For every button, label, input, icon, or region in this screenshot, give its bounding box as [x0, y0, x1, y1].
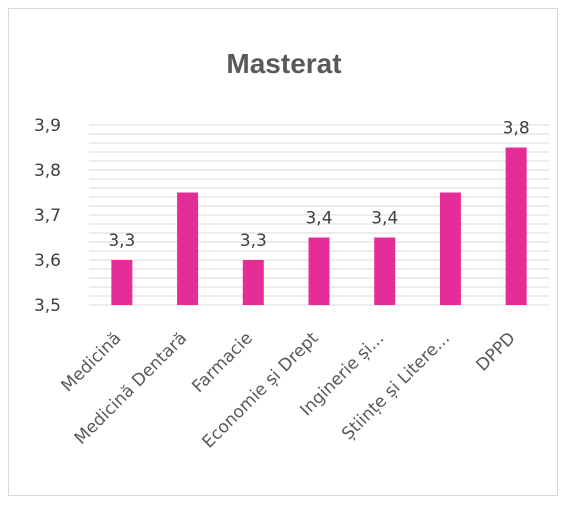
bar	[177, 192, 199, 305]
bar	[308, 237, 330, 305]
y-axis-labels: 3,5 3,6 3,7 3,8 3,9	[34, 116, 61, 316]
y-tick-label: 3,9	[34, 116, 61, 136]
chart-frame: Masterat 3,5 3,6 3,7 3,8 3,9 3,3 3,3 3,4 3,4 3,8…	[8, 8, 558, 496]
bar-data-label: 3,4	[305, 209, 332, 229]
bar	[439, 192, 461, 305]
bar	[505, 147, 527, 305]
bar-data-label: 3,3	[240, 231, 267, 251]
bar	[111, 260, 133, 305]
y-tick-label: 3,8	[34, 161, 61, 181]
data-labels: 3,3 3,3 3,4 3,4 3,8	[108, 119, 529, 252]
chart-canvas: Masterat 3,5 3,6 3,7 3,8 3,9 3,3 3,3 3,4 3,4 3,8…	[34, 48, 549, 452]
x-category-label: Economie și Drept	[198, 328, 322, 452]
y-tick-label: 3,7	[34, 206, 61, 226]
y-tick-label: 3,6	[34, 251, 61, 271]
bar-data-label: 3,3	[108, 231, 135, 251]
bar	[242, 260, 264, 305]
bars	[111, 147, 527, 305]
chart-title: Masterat	[226, 48, 341, 79]
y-tick-label: 3,5	[34, 296, 61, 316]
bar-data-label: 3,8	[503, 119, 530, 139]
x-category-label: DPPD	[473, 328, 520, 375]
bar	[374, 237, 396, 305]
bar-data-label: 3,4	[371, 209, 398, 229]
x-category-label: Medicină	[58, 328, 126, 396]
grid-lines	[89, 124, 549, 306]
x-category-label: Farmacie	[188, 328, 256, 396]
x-category-label: Medicină Dentară	[71, 328, 191, 448]
